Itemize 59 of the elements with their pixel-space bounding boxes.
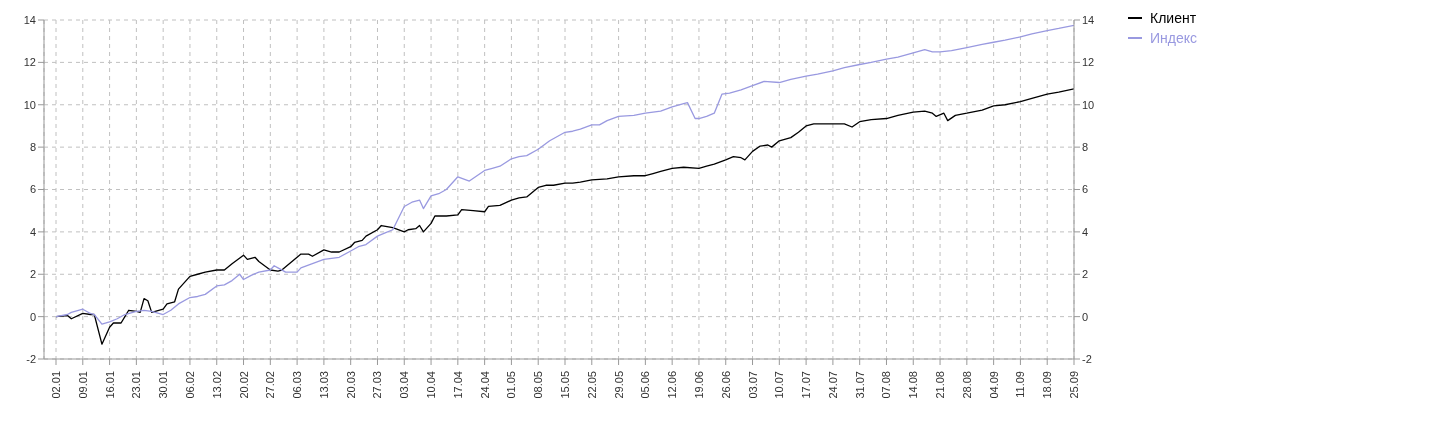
x-tick-label: 07.08 — [880, 371, 893, 399]
y2-tick-label: 0 — [1082, 310, 1089, 323]
x-tick-label: 29.05 — [612, 371, 625, 399]
y-tick-label: 14 — [23, 13, 36, 26]
y-tick-label: 0 — [29, 310, 36, 323]
x-tick-label: 05.06 — [639, 371, 652, 399]
x-tick-label: 25.09 — [1068, 371, 1080, 399]
x-tick-label: 24.07 — [826, 371, 839, 399]
y2-tick-label: 14 — [1082, 13, 1095, 26]
x-tick-label: 20.03 — [344, 371, 357, 399]
x-tick-label: 20.02 — [237, 371, 250, 399]
x-tick-label: 04.09 — [987, 371, 1000, 399]
x-tick-label: 28.08 — [960, 371, 973, 399]
x-tick-label: 26.06 — [719, 371, 732, 399]
x-tick-label: 30.01 — [157, 371, 170, 399]
x-tick-label: 10.04 — [425, 371, 438, 399]
y2-tick-label: -2 — [1082, 352, 1092, 365]
y-tick-label: 2 — [29, 268, 36, 281]
x-tick-label: 17.07 — [800, 371, 813, 399]
x-tick-label: 13.03 — [317, 371, 330, 399]
y-tick-label: 4 — [29, 225, 36, 238]
y-tick-label: 6 — [29, 183, 36, 196]
x-tick-label: 01.05 — [505, 371, 518, 399]
x-tick-label: 19.06 — [692, 371, 705, 399]
x-tick-label: 24.04 — [478, 371, 491, 399]
x-tick-label: 08.05 — [532, 371, 545, 399]
legend-label: Индекс — [1150, 29, 1198, 48]
y2-tick-label: 2 — [1082, 268, 1089, 281]
x-tick-label: 06.02 — [183, 371, 196, 399]
x-tick-label: 09.01 — [76, 371, 89, 399]
x-tick-label: 18.09 — [1041, 371, 1054, 399]
x-tick-label: 17.04 — [451, 371, 464, 399]
x-tick-label: 13.02 — [210, 371, 223, 399]
x-tick-label: 31.07 — [853, 371, 866, 399]
x-tick-label: 11.09 — [1014, 371, 1027, 398]
x-tick-label: 15.05 — [559, 371, 571, 399]
x-tick-label: 14.08 — [907, 371, 920, 399]
x-tick-label: 21.08 — [934, 371, 947, 399]
y-tick-label: 12 — [23, 56, 36, 69]
x-tick-label: 22.05 — [585, 371, 598, 399]
x-tick-label: 02.01 — [50, 371, 62, 399]
x-tick-label: 27.03 — [371, 371, 384, 399]
y2-tick-label: 12 — [1082, 56, 1095, 69]
x-tick-label: 12.06 — [666, 371, 679, 399]
y-tick-label: 8 — [29, 141, 36, 154]
y2-tick-label: 10 — [1082, 98, 1095, 111]
x-tick-label: 27.02 — [264, 371, 277, 399]
y-tick-label: -2 — [26, 352, 36, 365]
x-tick-label: 06.03 — [291, 371, 304, 399]
y2-tick-label: 8 — [1082, 141, 1089, 154]
x-tick-label: 03.07 — [746, 371, 759, 399]
legend-label: Клиент — [1150, 9, 1197, 28]
y-tick-label: 10 — [23, 98, 36, 111]
x-tick-label: 23.01 — [130, 371, 143, 399]
x-tick-label: 03.04 — [398, 371, 411, 399]
x-tick-label: 10.07 — [773, 371, 786, 399]
y2-tick-label: 4 — [1082, 225, 1089, 238]
y2-tick-label: 6 — [1082, 183, 1089, 196]
x-tick-label: 16.01 — [103, 371, 116, 399]
